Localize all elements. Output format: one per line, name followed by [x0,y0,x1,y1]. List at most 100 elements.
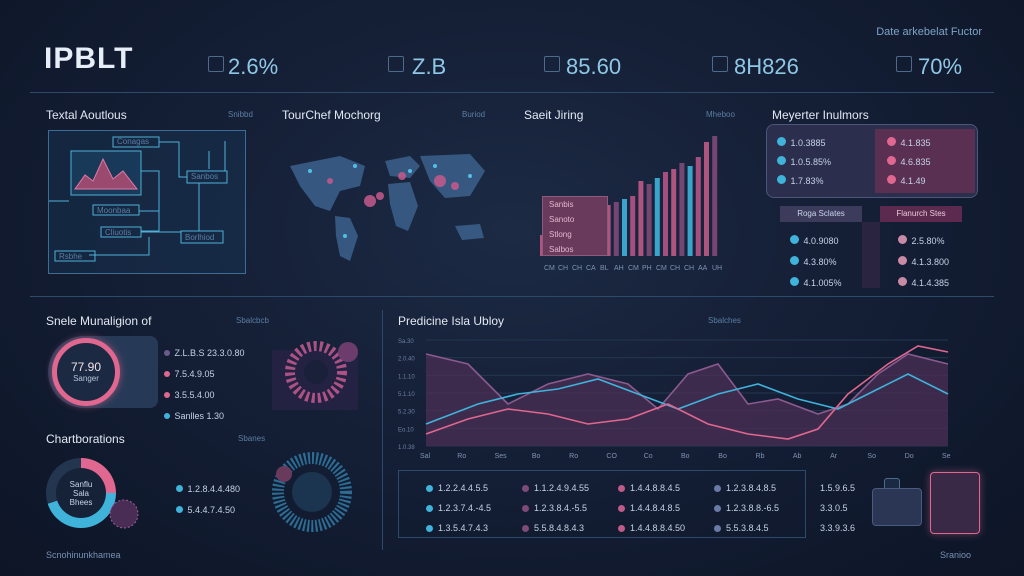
donut-label: Sala [72,489,89,498]
x-tick-label: CM [628,265,639,272]
x-tick-label: CM [656,265,667,272]
footer-left: Scnohinunkhamea [46,550,121,560]
x-tick-label: UH [712,265,722,272]
panel-title: Snele Munaligion of [46,314,152,328]
row-dot [714,524,721,532]
bar [695,157,701,256]
monitor-icon[interactable] [930,472,980,534]
device-icon[interactable] [872,488,922,526]
table-cell: 1.4.4.8.4.8.5 [618,503,708,513]
kpi-icon [896,56,912,72]
list-bullet [176,506,183,513]
flow-diagram-graphic [49,136,228,262]
metric-header: Roga Sclates [780,206,862,222]
panel-tag[interactable]: Mheboo [706,110,735,119]
divider [30,296,994,297]
x-tick-label: AH [614,265,624,272]
bar-legend: Sanbis Sanoto Stlong Salbos [542,196,608,256]
panel-title: Chartborations [46,432,125,446]
list-item: 1.2.8.4.4.480 [187,484,240,494]
bar [671,169,677,256]
cell-value: 1.2.3.8.4.-5.5 [534,503,588,513]
donut-chart: Sanflu Sala Bhees [46,458,116,528]
x-tick-label: Rb [756,453,765,460]
series-line [425,353,949,415]
panel-tag[interactable]: Sbanes [238,434,266,443]
metric-value: 4.1.005% [803,278,842,288]
cell-value: 1.3.5.4.7.4.3 [438,523,489,533]
list-item: 3.5.5.4.00 [174,390,215,400]
table-row[interactable]: 1.2.3.7.4.-4.5 1.2.3.8.4.-5.5 1.4.4.8.4.8.… [426,498,806,518]
bar [687,166,693,256]
series-line [425,373,949,425]
panel-tag[interactable]: Buriod [462,110,486,119]
header-note: Date arkebelat Fuctor [876,26,982,38]
table-cell: 1.4.4.8.8.4.5 [618,483,708,493]
table-cell: 1.2.3.7.4.-4.5 [426,503,516,513]
data-table-body: 1.2.2.4.4.5.5 1.1.2.4.9.4.55 1.4.4.8.8.4.5… [426,478,806,538]
panel-tag[interactable]: Sbalches [708,316,741,325]
kpi-value-1: 2.6% [228,54,279,79]
metric-dot [898,256,907,265]
cell-value: 1.1.2.4.9.4.55 [534,483,590,493]
bar [679,163,685,256]
x-tick-label: Bo [718,453,727,460]
donut-label: Bhees [69,498,93,507]
list-bullet [164,350,170,356]
table-row[interactable]: 1.2.2.4.4.5.5 1.1.2.4.9.4.55 1.4.4.8.8.4.5… [426,478,806,498]
kpi-icon [208,56,224,72]
flow-label: Cliuotis [105,228,132,237]
footer-right: Sranioo [940,550,972,560]
particle-blob-graphic [109,499,139,529]
metric-dot [898,277,907,286]
bar [712,136,718,256]
divider [30,92,994,93]
data-table [398,470,806,538]
table-cell: 5.5.8.4.8.4.3 [522,523,612,533]
list-bullet [164,371,170,377]
x-tick-label: Ro [569,453,578,460]
x-tick-label: CH [670,265,680,272]
cell-value: 1.2.3.8.8.-6.5 [726,503,780,513]
row-dot [618,484,625,492]
x-tick-label: Sal [420,453,431,460]
metric-dot [887,175,896,184]
side-value: 3.3.0.5 [820,503,848,513]
y-tick-label: 5.1.10 [398,392,415,398]
table-cell: 1.4.4.8.8.4.50 [618,523,708,533]
metric-value: 4.0.9080 [803,236,839,246]
list-bullet [164,392,170,398]
y-tick-label: 5.2.30 [398,410,415,416]
panel-tag[interactable]: Snibbd [228,110,253,119]
metric-value: 4.1.3.800 [911,257,949,267]
table-cell: 1.2.2.4.4.5.5 [426,483,516,493]
metric-header: Flanurch Stes [880,206,962,222]
x-tick-label: Ar [830,453,838,460]
metric-dot [887,156,896,165]
side-value: 3.3.9.3.6 [820,523,856,533]
y-tick-label: Eo.10 [398,427,414,433]
legend-item: Sanoto [549,215,575,224]
gauge-ring: 77.90 Sanger [52,338,120,406]
series-line [425,345,949,440]
x-tick-label: CO [606,453,617,460]
metric-value: 4.1.835 [900,138,931,148]
y-tick-label: 1.0.38 [398,445,415,451]
cell-value: 1.2.3.7.4.-4.5 [438,503,492,513]
metric-header-label: Roga Sclates [797,209,845,218]
flow-label: Sanbos [191,172,219,181]
row-dot [618,524,625,532]
flow-label: Moonbaa [97,206,131,215]
metric-dot [790,256,799,265]
table-row[interactable]: 1.3.5.4.7.4.3 5.5.8.4.8.4.3 1.4.4.8.8.4.50… [426,518,806,538]
metric-header-label: Flanurch Stes [896,209,946,218]
list-bullet [176,485,183,492]
x-tick-label: Bo [681,453,690,460]
table-cell: 1.1.2.4.9.4.55 [522,483,612,493]
panel-tag[interactable]: Sbalcbcb [236,316,269,325]
metrics-card-top: 1.0.3885 1.0.5.85% 1.7.83% 4.1.835 4.6.8… [766,124,978,198]
bar [605,205,611,256]
metric-value: 4.1.49 [900,176,926,186]
x-tick-label: CM [544,265,555,272]
donut-label: Sanflu [69,480,93,489]
